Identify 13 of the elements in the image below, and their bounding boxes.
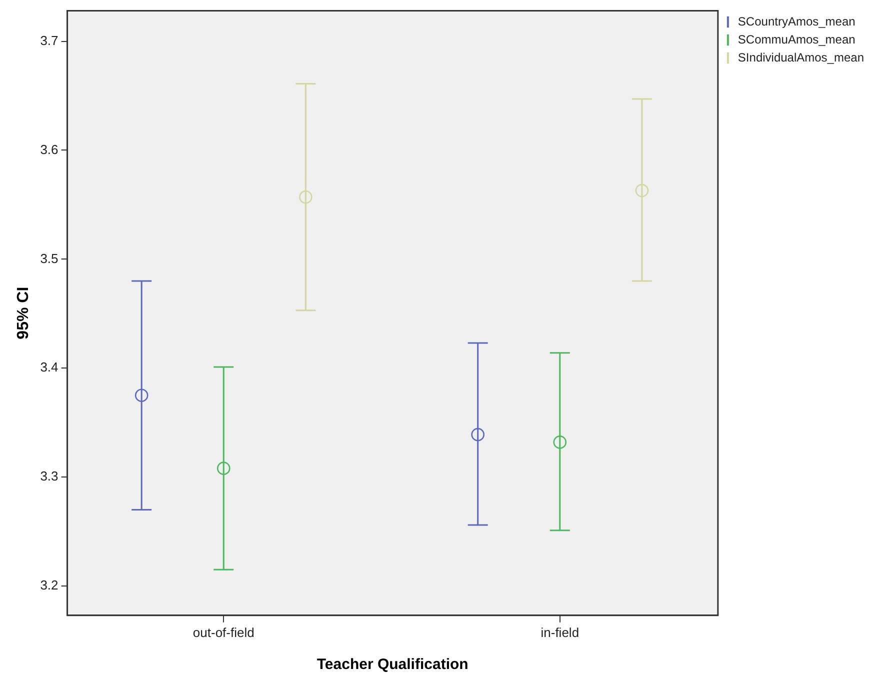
y-tick-label: 3.7 bbox=[40, 32, 58, 48]
y-tick-label: 3.2 bbox=[40, 578, 58, 593]
y-tick-label: 3.3 bbox=[40, 468, 58, 484]
y-tick-label: 3.6 bbox=[40, 142, 58, 157]
legend-label: SCountryAmos_mean bbox=[738, 14, 856, 28]
x-axis-title: Teacher Qualification bbox=[316, 656, 468, 674]
y-tick-label: 3.4 bbox=[40, 360, 58, 375]
x-tick-label: in-field bbox=[540, 624, 580, 640]
legend-label: SIndividualAmos_mean bbox=[738, 50, 864, 64]
y-tick-label: 3.5 bbox=[40, 250, 58, 266]
y-axis-title: 95% CI bbox=[15, 286, 32, 340]
legend-label: SCommuAmos_mean bbox=[738, 32, 856, 46]
x-tick-label: out-of-field bbox=[192, 624, 254, 640]
